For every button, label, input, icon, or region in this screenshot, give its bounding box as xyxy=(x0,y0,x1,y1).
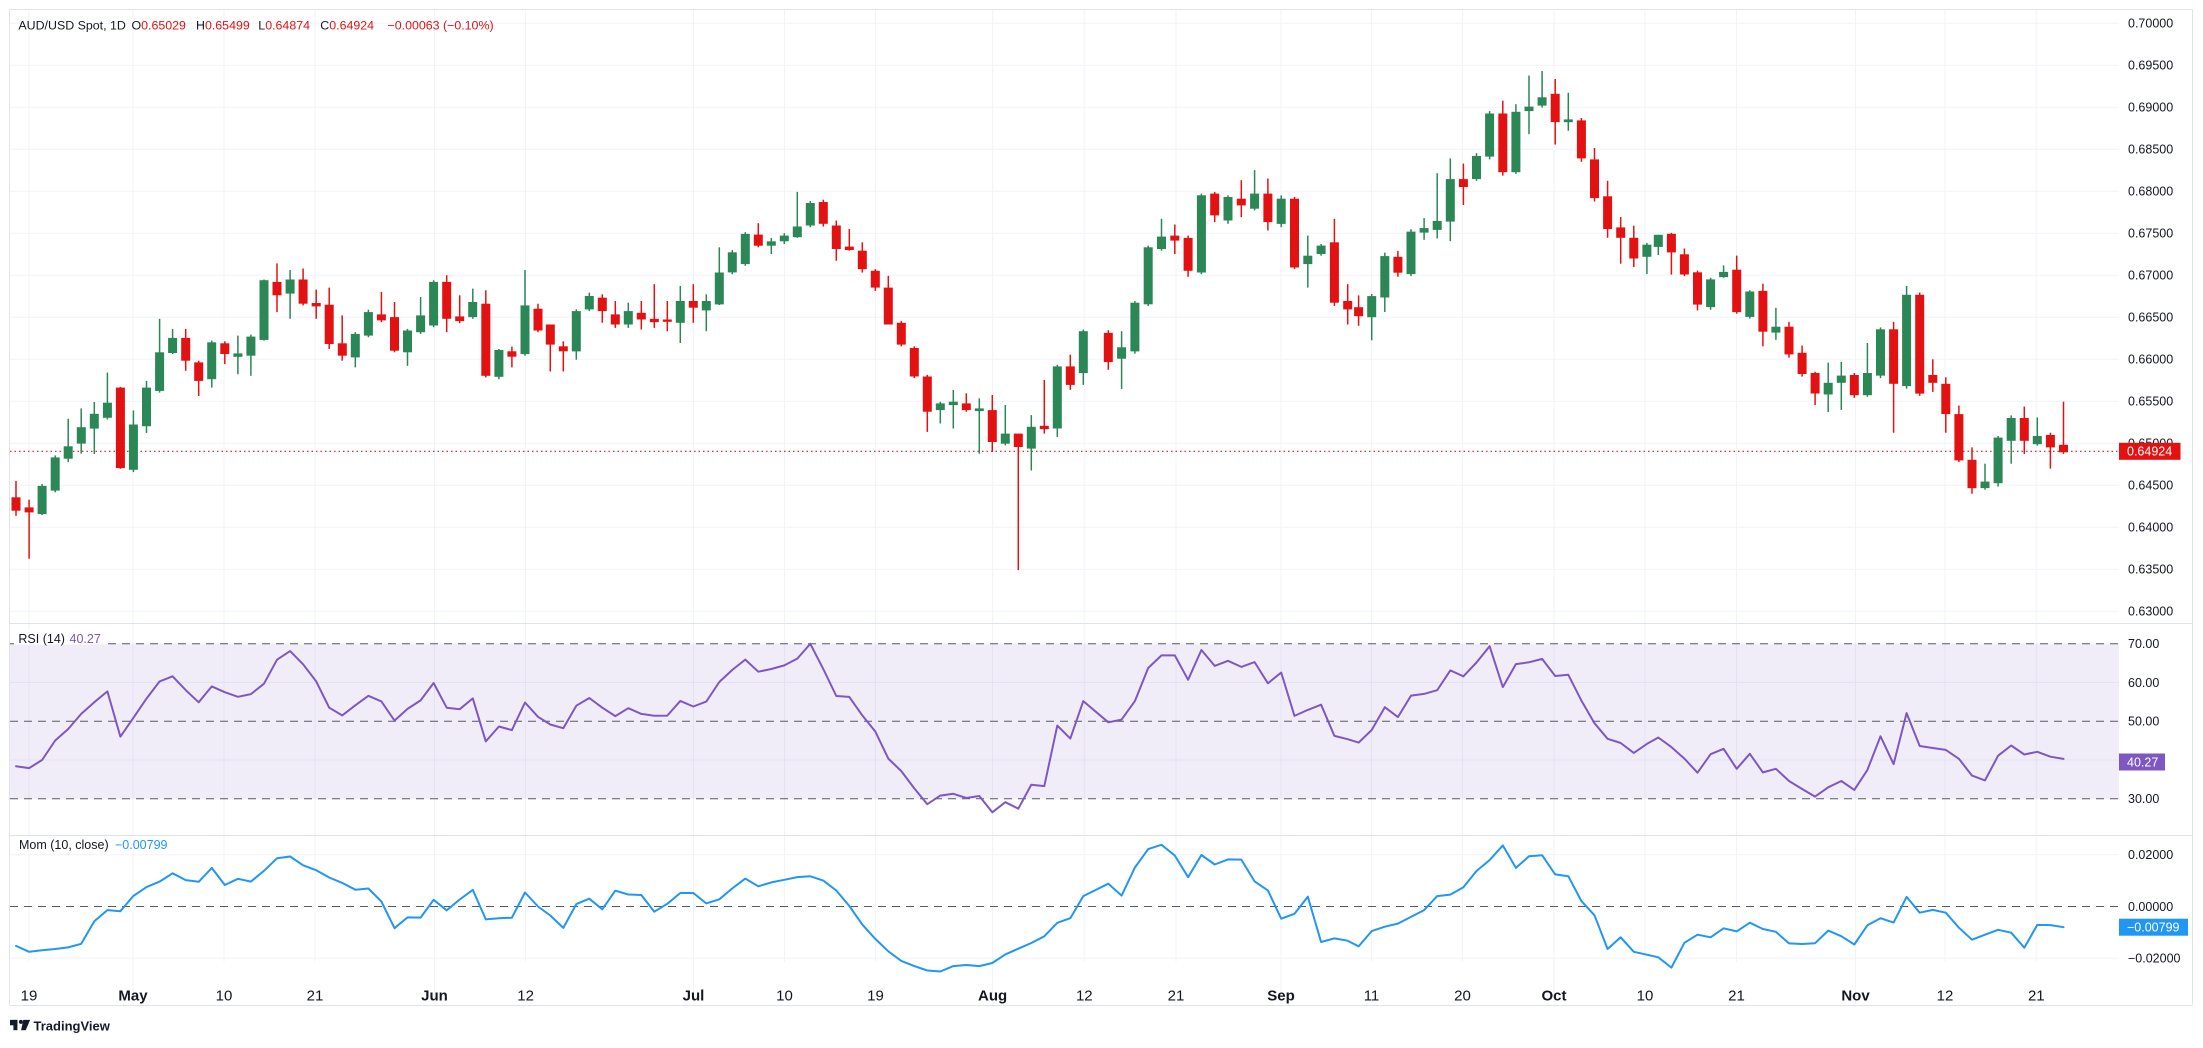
svg-text:19: 19 xyxy=(867,988,884,1005)
svg-text:0.69000: 0.69000 xyxy=(2128,101,2173,115)
svg-text:12: 12 xyxy=(1076,988,1093,1005)
svg-text:0.64000: 0.64000 xyxy=(2128,521,2173,535)
svg-text:0.69500: 0.69500 xyxy=(2128,59,2173,73)
svg-text:0.00000: 0.00000 xyxy=(2128,900,2173,914)
svg-text:0.65500: 0.65500 xyxy=(2128,395,2173,409)
svg-text:0.63000: 0.63000 xyxy=(2128,605,2173,619)
svg-text:−0.00799: −0.00799 xyxy=(2127,921,2180,935)
svg-text:0.68500: 0.68500 xyxy=(2128,143,2173,157)
svg-text:−0.02000: −0.02000 xyxy=(2128,952,2181,966)
svg-text:May: May xyxy=(118,988,148,1005)
svg-text:0.66000: 0.66000 xyxy=(2128,353,2173,367)
svg-text:RSI (14): RSI (14) xyxy=(18,632,65,646)
svg-text:0.68000: 0.68000 xyxy=(2128,185,2173,199)
svg-text:40.27: 40.27 xyxy=(70,632,101,646)
svg-text:0.67500: 0.67500 xyxy=(2128,227,2173,241)
svg-text:12: 12 xyxy=(1937,988,1954,1005)
svg-text:12: 12 xyxy=(517,988,534,1005)
svg-text:TradingView: TradingView xyxy=(34,1019,111,1034)
svg-text:O0.65029: O0.65029 xyxy=(132,18,187,32)
svg-text:Nov: Nov xyxy=(1841,988,1870,1005)
svg-text:21: 21 xyxy=(307,988,324,1005)
svg-text:40.27: 40.27 xyxy=(2127,755,2158,769)
svg-text:AUD/USD Spot, 1D: AUD/USD Spot, 1D xyxy=(18,18,125,32)
svg-text:−0.00799: −0.00799 xyxy=(115,838,168,852)
svg-text:Mom (10, close): Mom (10, close) xyxy=(19,838,109,852)
svg-text:C0.64924: C0.64924 xyxy=(320,18,374,32)
svg-text:Aug: Aug xyxy=(978,988,1007,1005)
svg-text:21: 21 xyxy=(2028,988,2045,1005)
svg-text:10: 10 xyxy=(1637,988,1654,1005)
svg-text:50.00: 50.00 xyxy=(2128,715,2159,729)
svg-text:10: 10 xyxy=(776,988,793,1005)
svg-text:0.67000: 0.67000 xyxy=(2128,269,2173,283)
svg-text:10: 10 xyxy=(216,988,233,1005)
svg-text:21: 21 xyxy=(1728,988,1745,1005)
svg-text:21: 21 xyxy=(1168,988,1185,1005)
svg-text:0.66500: 0.66500 xyxy=(2128,311,2173,325)
svg-text:19: 19 xyxy=(21,988,38,1005)
svg-text:Oct: Oct xyxy=(1541,988,1566,1005)
svg-text:60.00: 60.00 xyxy=(2128,676,2159,690)
svg-text:0.70000: 0.70000 xyxy=(2128,17,2173,31)
svg-text:0.02000: 0.02000 xyxy=(2128,848,2173,862)
svg-text:0.63500: 0.63500 xyxy=(2128,563,2173,577)
svg-text:0.64924: 0.64924 xyxy=(2127,445,2172,459)
svg-text:L0.64874: L0.64874 xyxy=(258,18,310,32)
svg-text:−0.00063 (−0.10%): −0.00063 (−0.10%) xyxy=(388,18,494,32)
svg-text:Jul: Jul xyxy=(683,988,705,1005)
svg-text:Jun: Jun xyxy=(421,988,448,1005)
svg-text:Sep: Sep xyxy=(1267,988,1295,1005)
svg-text:H0.65499: H0.65499 xyxy=(196,18,250,32)
svg-text:11: 11 xyxy=(1364,988,1380,1005)
svg-text:30.00: 30.00 xyxy=(2128,792,2159,806)
svg-text:20: 20 xyxy=(1454,988,1471,1005)
svg-text:70.00: 70.00 xyxy=(2128,637,2159,651)
svg-text:0.64500: 0.64500 xyxy=(2128,479,2173,493)
